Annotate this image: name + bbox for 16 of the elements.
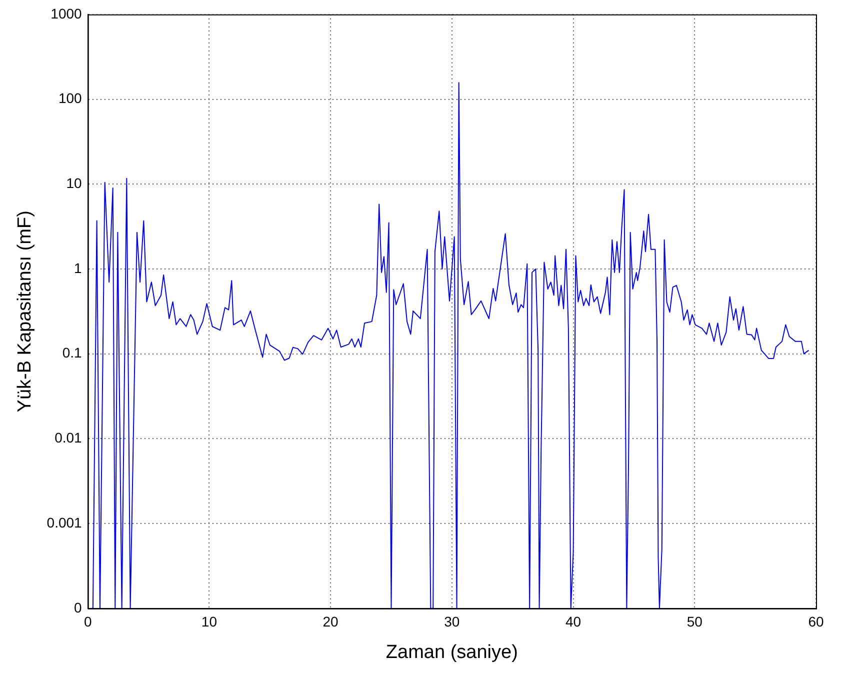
x-tick-label: 50 xyxy=(686,614,703,630)
y-tick-label: 1000 xyxy=(50,5,82,22)
x-axis-title: Zaman (saniye) xyxy=(386,642,518,663)
y-tick-label: 0.1 xyxy=(62,344,82,361)
y-tick-label: 10 xyxy=(66,174,82,191)
y-tick-label: 1 xyxy=(74,260,82,276)
y-tick-label: 0 xyxy=(74,599,82,616)
x-tick-label: 60 xyxy=(808,614,824,630)
y-tick-label: 0.001 xyxy=(46,514,82,530)
x-tick-label: 30 xyxy=(444,614,460,630)
x-tick-label: 20 xyxy=(322,614,339,630)
y-axis-title: Yük-B Kapasitansı (mF) xyxy=(14,210,36,412)
x-tick-label: 40 xyxy=(565,614,582,630)
y-tick-label: 100 xyxy=(58,90,82,106)
x-tick-label: 10 xyxy=(201,614,218,630)
y-tick-label: 0.01 xyxy=(54,430,82,446)
